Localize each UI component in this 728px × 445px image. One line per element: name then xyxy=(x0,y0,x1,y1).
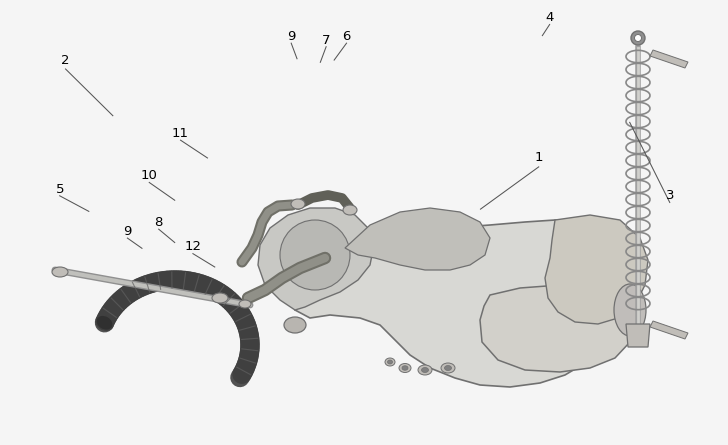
Polygon shape xyxy=(480,285,635,372)
Ellipse shape xyxy=(631,31,645,45)
Ellipse shape xyxy=(422,368,429,372)
Ellipse shape xyxy=(52,267,68,277)
Ellipse shape xyxy=(343,205,357,215)
Text: 7: 7 xyxy=(322,33,331,47)
Polygon shape xyxy=(295,220,630,387)
Text: 9: 9 xyxy=(123,225,132,238)
Polygon shape xyxy=(650,321,688,339)
Ellipse shape xyxy=(212,293,228,303)
Ellipse shape xyxy=(418,365,432,375)
Ellipse shape xyxy=(280,220,350,290)
Text: 1: 1 xyxy=(534,151,543,165)
Polygon shape xyxy=(345,208,490,270)
Text: 9: 9 xyxy=(287,30,296,43)
Ellipse shape xyxy=(635,35,641,41)
Polygon shape xyxy=(258,208,374,310)
Text: 5: 5 xyxy=(55,182,64,196)
Text: 12: 12 xyxy=(184,240,202,254)
Text: 4: 4 xyxy=(545,11,554,24)
Text: 8: 8 xyxy=(154,216,163,229)
Polygon shape xyxy=(650,50,688,68)
Ellipse shape xyxy=(399,364,411,372)
Ellipse shape xyxy=(284,317,306,333)
Ellipse shape xyxy=(387,360,392,364)
Ellipse shape xyxy=(614,284,646,336)
Ellipse shape xyxy=(239,300,251,308)
Text: 6: 6 xyxy=(342,30,351,43)
Ellipse shape xyxy=(441,363,455,373)
Text: 11: 11 xyxy=(172,127,189,140)
Polygon shape xyxy=(626,324,650,347)
Text: 10: 10 xyxy=(141,169,158,182)
Ellipse shape xyxy=(385,358,395,366)
Ellipse shape xyxy=(445,365,451,371)
Ellipse shape xyxy=(96,315,113,330)
Polygon shape xyxy=(545,215,648,324)
Ellipse shape xyxy=(291,199,305,209)
Text: 2: 2 xyxy=(61,53,70,67)
Text: 3: 3 xyxy=(665,189,674,202)
Ellipse shape xyxy=(402,366,408,370)
